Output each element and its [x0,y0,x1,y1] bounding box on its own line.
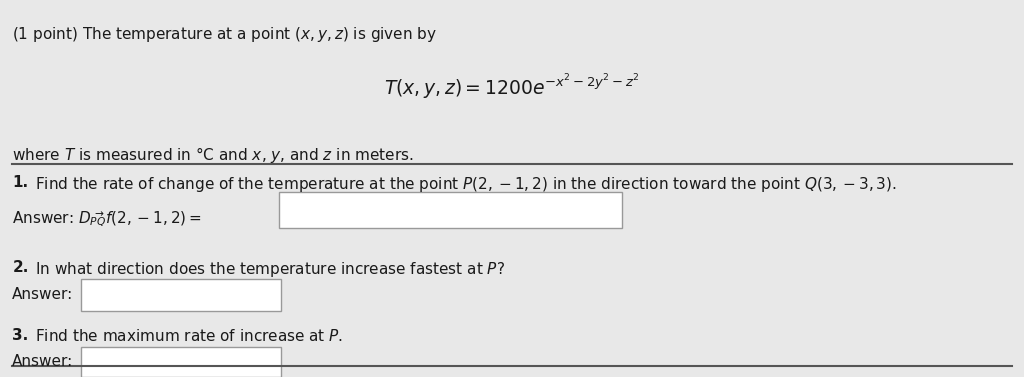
Text: Find the rate of change of the temperature at the point $P(2,-1,2)$ in the direc: Find the rate of change of the temperatu… [35,175,897,194]
FancyBboxPatch shape [81,279,281,311]
FancyBboxPatch shape [81,347,281,377]
Text: Find the maximum rate of increase at $P$.: Find the maximum rate of increase at $P$… [35,328,343,344]
Text: In what direction does the temperature increase fastest at $P$?: In what direction does the temperature i… [35,260,505,279]
Text: Answer:: Answer: [12,354,74,369]
Text: where $T$ is measured in °C and $x$, $y$, and $z$ in meters.: where $T$ is measured in °C and $x$, $y$… [12,145,414,165]
Text: Answer: $D_{\overrightarrow{PQ}}f(2,-1,2) = $: Answer: $D_{\overrightarrow{PQ}}f(2,-1,2… [12,209,203,228]
Text: 3.: 3. [12,328,29,343]
Text: 2.: 2. [12,260,29,275]
FancyBboxPatch shape [279,192,622,228]
Text: $T(x, y, z) = 1200e^{-x^2-2y^2-z^2}$: $T(x, y, z) = 1200e^{-x^2-2y^2-z^2}$ [384,73,640,101]
Text: (1 point) The temperature at a point $(x, y, z)$ is given by: (1 point) The temperature at a point $(x… [12,25,437,43]
Text: Answer:: Answer: [12,287,74,302]
Text: 1.: 1. [12,175,29,190]
